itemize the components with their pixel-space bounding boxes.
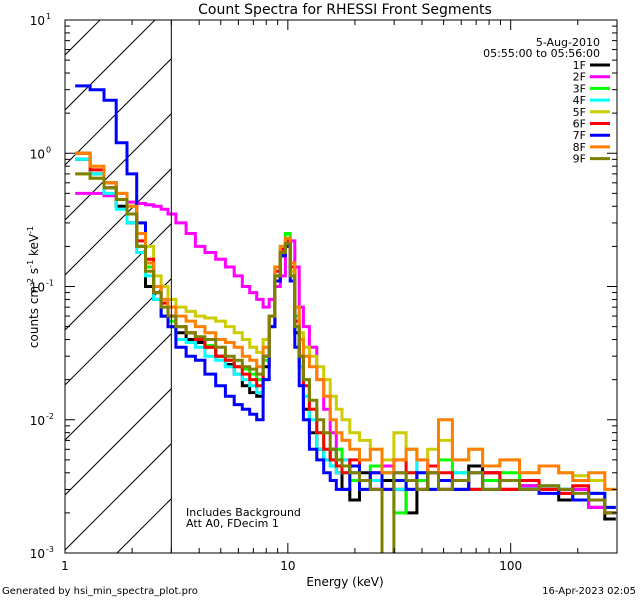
y-label-exp1: -2 xyxy=(26,278,35,286)
legend-label-6F: 6F xyxy=(573,118,586,131)
time-range-label: 05:55:00 to 05:56:00 xyxy=(483,47,600,60)
legend-label-8F: 8F xyxy=(573,141,586,154)
legend-label-7F: 7F xyxy=(573,129,586,142)
x-tick-label: 100 xyxy=(499,559,522,573)
y-tick-label: 10 xyxy=(30,547,45,561)
legend-label-1F: 1F xyxy=(573,59,586,72)
hatch-line xyxy=(65,20,156,111)
y-tick-exponent: -1 xyxy=(46,279,54,288)
y-label-base: counts cm xyxy=(27,286,41,348)
footer-generated-by: Generated by hsi_min_spectra_plot.pro xyxy=(2,586,198,597)
legend-label-9F: 9F xyxy=(573,153,586,166)
y-tick-label: 10 xyxy=(30,147,45,161)
series-group xyxy=(75,84,616,553)
y-tick-exponent: 1 xyxy=(46,12,51,21)
legend-label-4F: 4F xyxy=(573,94,586,107)
y-tick-label: 10 xyxy=(30,14,45,28)
x-tick-label: 10 xyxy=(280,559,295,573)
annotation-attenuator: Att A0, FDecim 1 xyxy=(186,517,279,530)
y-tick-label: 10 xyxy=(30,281,45,295)
y-label-unit: keV xyxy=(27,233,41,260)
date-label: 5-Aug-2010 xyxy=(536,36,600,49)
footer-timestamp: 16-Apr-2023 02:05 xyxy=(542,586,636,597)
y-label-exp3: -1 xyxy=(26,226,35,234)
y-axis-label: counts cm-2 s-1 keV-1 xyxy=(26,226,41,348)
hatch-line xyxy=(65,387,172,496)
y-tick-label: 10 xyxy=(30,414,45,428)
x-tick-label: 1 xyxy=(61,559,69,573)
y-tick-exponent: -2 xyxy=(46,412,54,421)
chart-title: Count Spectra for RHESSI Front Segments xyxy=(198,2,492,18)
legend-label-2F: 2F xyxy=(573,71,586,84)
hatch-line xyxy=(65,442,172,551)
y-label-mid: s xyxy=(27,268,41,278)
legend-label-5F: 5F xyxy=(573,106,586,119)
legend-label-3F: 3F xyxy=(573,82,586,95)
x-axis-label: Energy (keV) xyxy=(306,575,383,589)
series-line-9F xyxy=(75,172,616,553)
annotation-background: Includes Background xyxy=(186,506,301,519)
y-tick-exponent: 0 xyxy=(46,145,51,154)
hatch-line xyxy=(65,222,172,331)
y-tick-exponent: -3 xyxy=(46,545,54,554)
hatch-line xyxy=(65,57,172,166)
y-label-exp2: -1 xyxy=(26,260,35,268)
